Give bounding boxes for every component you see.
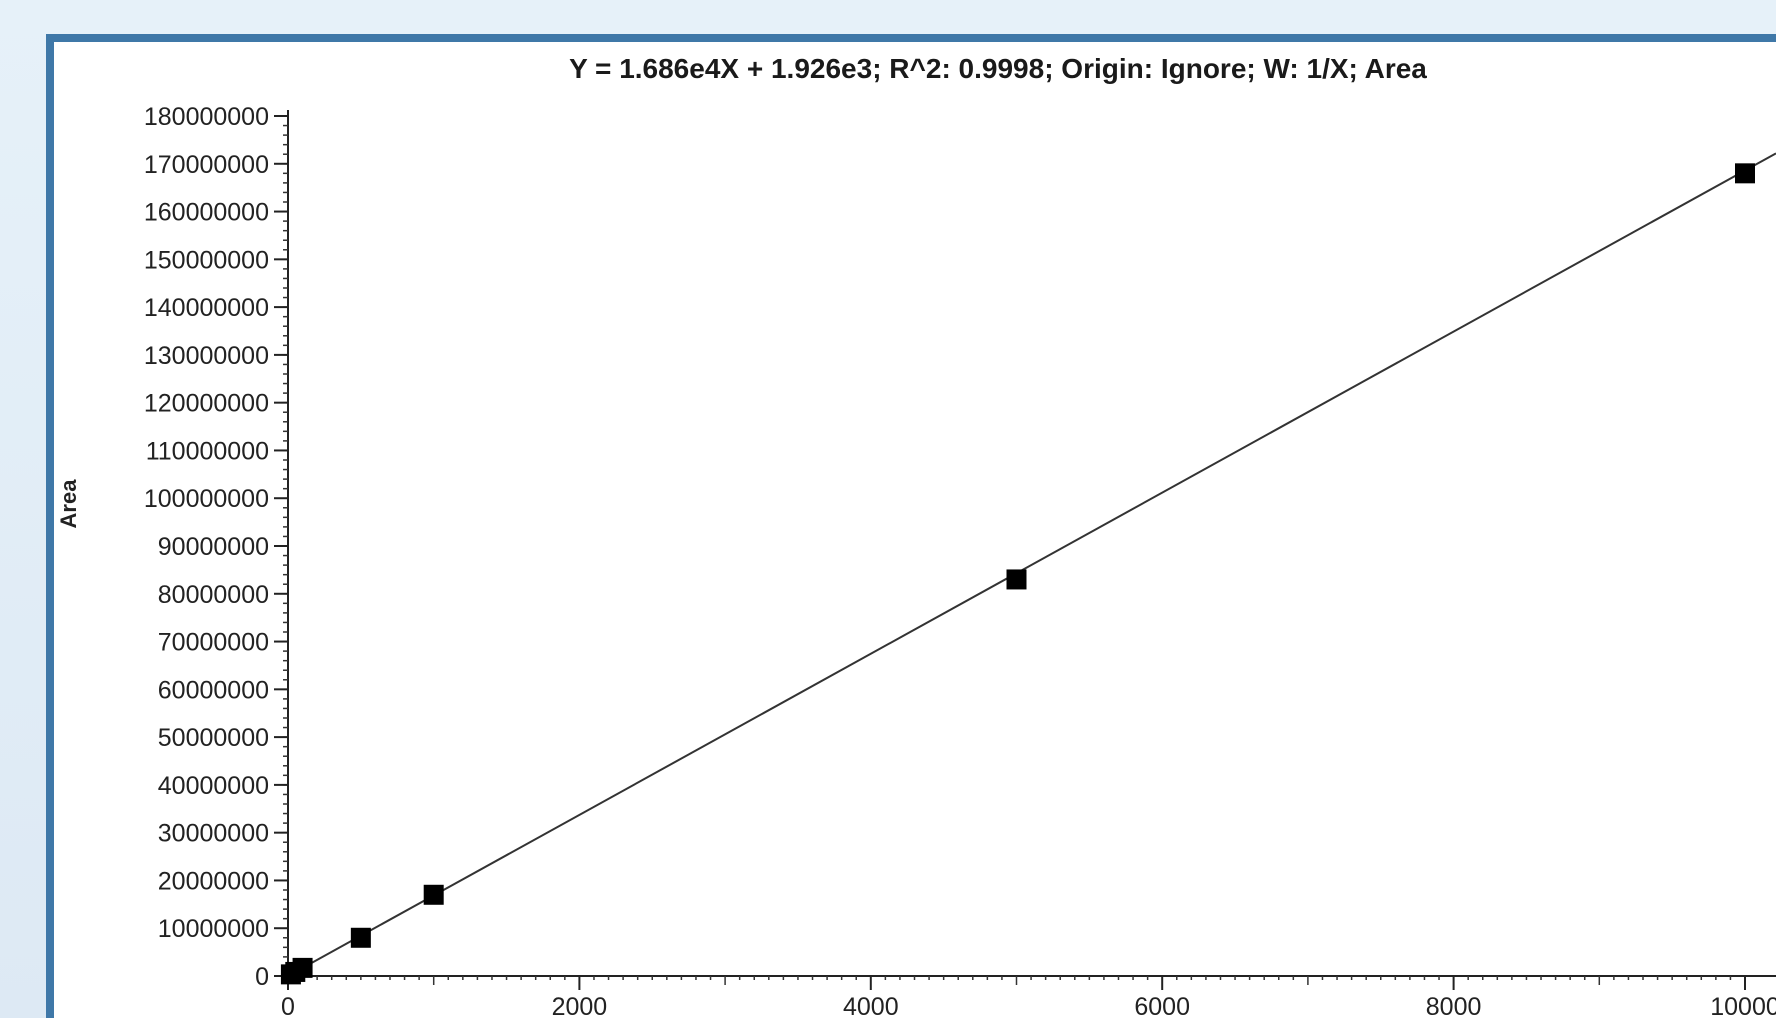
x-tick-label: 2000 [552, 993, 608, 1018]
fit-line [287, 152, 1776, 977]
data-point [423, 884, 444, 905]
y-tick-label: 70000000 [158, 629, 269, 657]
y-axis: 0 10000000 20000000 30000000 40000000 5000000… [144, 103, 289, 991]
chart-title: Y = 1.686e4X + 1.926e3; R^2: 0.9998; Ori… [569, 53, 1427, 84]
y-tick-label: 0 [255, 963, 269, 991]
data-point [350, 927, 371, 948]
plot-surface [54, 42, 1776, 1018]
y-tick-label: 180000000 [144, 103, 269, 131]
x-tick-label: 6000 [1134, 993, 1190, 1018]
y-tick-label: 80000000 [158, 581, 269, 609]
x-tick-label: 0 [281, 993, 295, 1018]
x-tick-label: 10000 [1710, 993, 1776, 1018]
x-tick-label: 8000 [1426, 993, 1482, 1018]
y-tick-label: 130000000 [144, 342, 269, 370]
y-tick-label: 50000000 [158, 724, 269, 752]
data-point [1735, 163, 1755, 184]
chart-frame [46, 34, 1776, 1018]
y-axis-label: Area [56, 479, 81, 529]
data-point [292, 957, 313, 978]
y-tick-label: 40000000 [158, 772, 269, 800]
x-tick-label: 4000 [843, 993, 899, 1018]
y-tick-label: 90000000 [158, 533, 269, 561]
y-tick-label: 20000000 [158, 867, 269, 895]
data-point [1006, 569, 1027, 590]
y-tick-label: 10000000 [158, 915, 269, 943]
y-tick-label: 110000000 [146, 437, 269, 465]
y-tick-label: 160000000 [144, 199, 269, 227]
y-tick-label: 30000000 [158, 820, 269, 848]
y-tick-label: 60000000 [158, 676, 269, 704]
y-tick-label: 100000000 [144, 485, 269, 513]
y-tick-label: 120000000 [144, 390, 269, 418]
y-tick-label: 140000000 [144, 294, 269, 322]
y-tick-label: 150000000 [144, 246, 269, 274]
y-tick-label: 170000000 [144, 151, 269, 179]
data-points [280, 163, 1755, 985]
x-axis: 0 2000 4000 6000 8000 10000 [281, 975, 1776, 1018]
fit-line-group [287, 152, 1776, 977]
